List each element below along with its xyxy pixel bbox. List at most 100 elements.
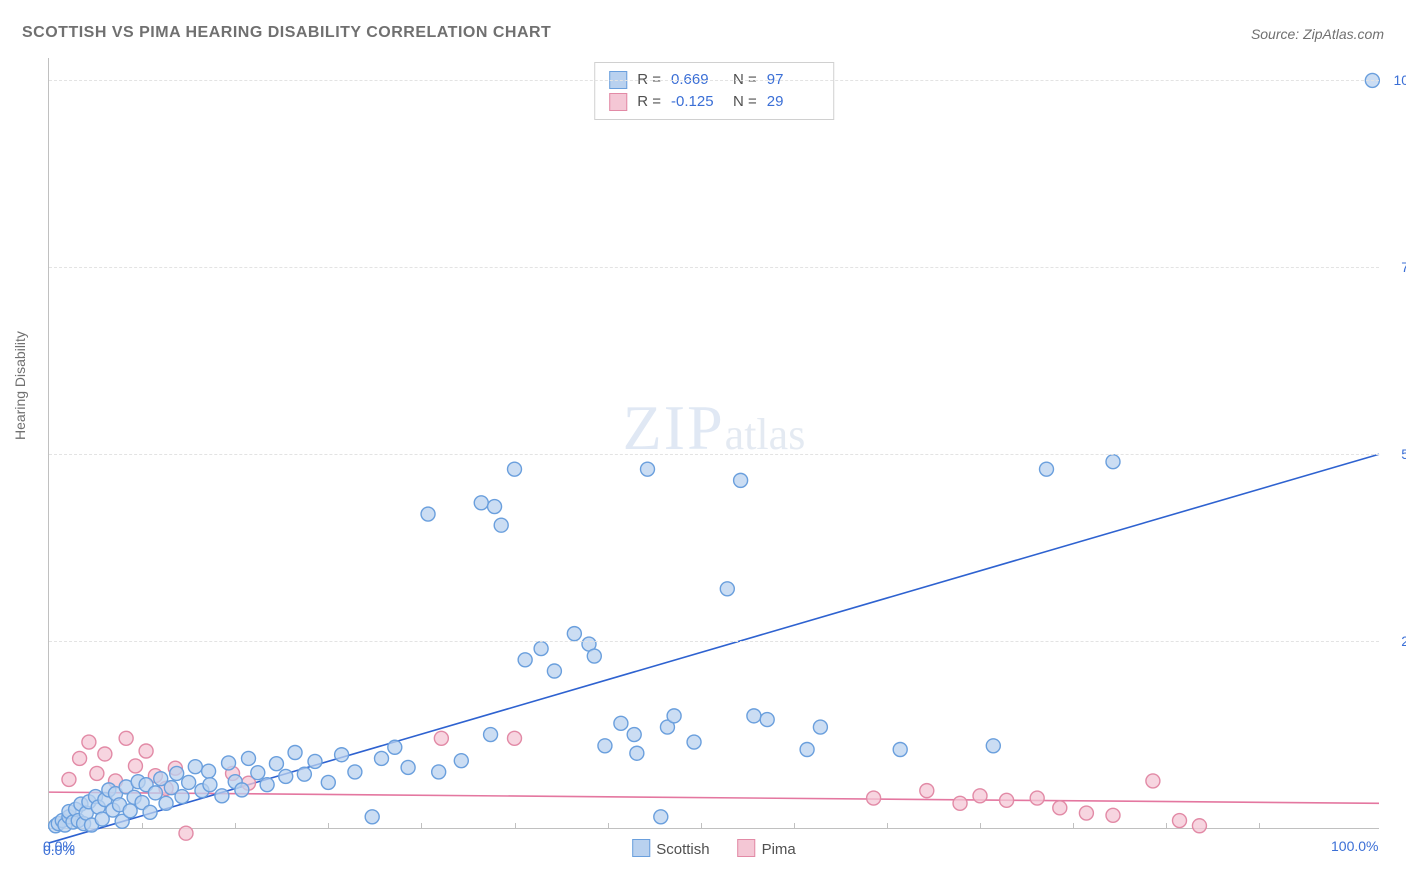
gridline bbox=[49, 267, 1379, 268]
source-label: Source: ZipAtlas.com bbox=[1251, 26, 1384, 42]
legend-label-scottish: Scottish bbox=[656, 841, 709, 858]
point-scottish bbox=[747, 709, 761, 723]
x-tick bbox=[421, 823, 422, 829]
point-scottish bbox=[627, 728, 641, 742]
x-tick bbox=[235, 823, 236, 829]
x-tick bbox=[608, 823, 609, 829]
point-scottish bbox=[297, 767, 311, 781]
point-scottish bbox=[242, 751, 256, 765]
point-pima bbox=[98, 747, 112, 761]
point-scottish bbox=[401, 760, 415, 774]
point-scottish bbox=[567, 627, 581, 641]
gridline bbox=[49, 641, 1379, 642]
point-scottish bbox=[630, 746, 644, 760]
point-pima bbox=[953, 796, 967, 810]
legend-R-label: R = bbox=[637, 91, 661, 113]
legend-item-scottish: Scottish bbox=[632, 839, 709, 858]
point-scottish bbox=[720, 582, 734, 596]
point-scottish bbox=[235, 783, 249, 797]
point-scottish bbox=[598, 739, 612, 753]
point-scottish bbox=[667, 709, 681, 723]
point-scottish bbox=[348, 765, 362, 779]
legend-row-pima: R = -0.125 N = 29 bbox=[609, 91, 819, 113]
y-tick-label: 50.0% bbox=[1385, 446, 1406, 462]
point-scottish bbox=[494, 518, 508, 532]
point-scottish bbox=[175, 790, 189, 804]
point-pima bbox=[1146, 774, 1160, 788]
point-scottish bbox=[893, 743, 907, 757]
legend-series: Scottish Pima bbox=[632, 839, 796, 858]
point-scottish bbox=[1106, 455, 1120, 469]
point-scottish bbox=[188, 760, 202, 774]
x-tick-label: 100.0% bbox=[1331, 838, 1378, 854]
point-scottish bbox=[308, 754, 322, 768]
point-scottish bbox=[148, 786, 162, 800]
point-scottish bbox=[269, 757, 283, 771]
point-scottish bbox=[202, 764, 216, 778]
point-pima bbox=[508, 731, 522, 745]
legend-swatch-pima bbox=[609, 93, 627, 111]
y-tick-label: 75.0% bbox=[1385, 259, 1406, 275]
point-pima bbox=[179, 826, 193, 840]
x-tick-label: 0.0% bbox=[43, 838, 75, 854]
point-scottish bbox=[288, 745, 302, 759]
point-scottish bbox=[321, 775, 335, 789]
point-scottish bbox=[488, 500, 502, 514]
legend-R-pima: -0.125 bbox=[671, 91, 723, 113]
x-tick bbox=[1259, 823, 1260, 829]
point-scottish bbox=[432, 765, 446, 779]
chart-title: SCOTTISH VS PIMA HEARING DISABILITY CORR… bbox=[22, 24, 551, 42]
point-scottish bbox=[734, 473, 748, 487]
point-scottish bbox=[687, 735, 701, 749]
point-scottish bbox=[587, 649, 601, 663]
point-scottish bbox=[260, 778, 274, 792]
x-tick bbox=[980, 823, 981, 829]
y-axis-label: Hearing Disability bbox=[12, 331, 28, 440]
point-scottish bbox=[375, 751, 389, 765]
point-pima bbox=[867, 791, 881, 805]
point-scottish bbox=[800, 743, 814, 757]
y-tick-label: 100.0% bbox=[1385, 72, 1406, 88]
gridline bbox=[49, 454, 1379, 455]
point-pima bbox=[1173, 814, 1187, 828]
point-scottish bbox=[454, 754, 468, 768]
point-pima bbox=[973, 789, 987, 803]
point-scottish bbox=[614, 716, 628, 730]
point-scottish bbox=[251, 766, 265, 780]
point-pima bbox=[139, 744, 153, 758]
x-tick bbox=[1073, 823, 1074, 829]
legend-item-pima: Pima bbox=[738, 839, 796, 858]
legend-swatch-scottish bbox=[632, 839, 650, 857]
point-scottish bbox=[365, 810, 379, 824]
point-pima bbox=[73, 751, 87, 765]
gridline bbox=[49, 80, 1379, 81]
point-scottish bbox=[474, 496, 488, 510]
point-pima bbox=[119, 731, 133, 745]
point-pima bbox=[1192, 819, 1206, 833]
point-scottish bbox=[641, 462, 655, 476]
point-pima bbox=[434, 731, 448, 745]
point-scottish bbox=[143, 805, 157, 819]
point-scottish bbox=[335, 748, 349, 762]
point-scottish bbox=[547, 664, 561, 678]
point-scottish bbox=[123, 804, 137, 818]
legend-N-pima: 29 bbox=[767, 91, 819, 113]
legend-label-pima: Pima bbox=[762, 841, 796, 858]
x-tick bbox=[142, 823, 143, 829]
point-scottish bbox=[182, 775, 196, 789]
x-tick bbox=[794, 823, 795, 829]
point-scottish bbox=[1040, 462, 1054, 476]
point-pima bbox=[1106, 808, 1120, 822]
point-scottish bbox=[534, 642, 548, 656]
point-scottish bbox=[508, 462, 522, 476]
point-scottish bbox=[484, 728, 498, 742]
point-scottish bbox=[654, 810, 668, 824]
legend-correlation: R = 0.669 N = 97 R = -0.125 N = 29 bbox=[594, 62, 834, 120]
point-scottish bbox=[388, 740, 402, 754]
y-tick-label: 25.0% bbox=[1385, 633, 1406, 649]
x-tick bbox=[1166, 823, 1167, 829]
point-scottish bbox=[159, 796, 173, 810]
point-pima bbox=[62, 772, 76, 786]
point-pima bbox=[90, 766, 104, 780]
point-scottish bbox=[215, 789, 229, 803]
